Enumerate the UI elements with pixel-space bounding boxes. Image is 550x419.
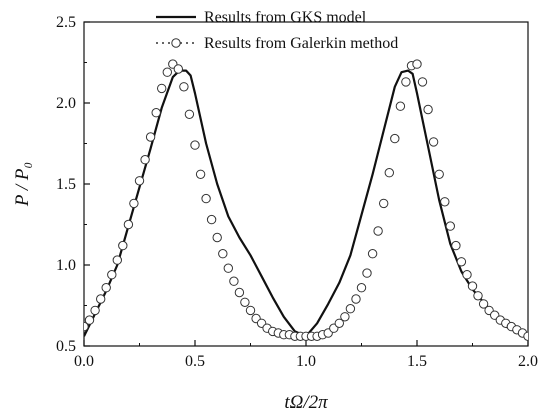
data-point-galerkin	[412, 59, 422, 69]
y-tick-label: 0.5	[56, 338, 76, 355]
data-point-galerkin	[129, 198, 139, 209]
data-point-galerkin	[523, 331, 528, 341]
data-point-galerkin	[356, 283, 367, 293]
data-point-galerkin	[157, 83, 167, 94]
data-point-galerkin	[390, 133, 400, 144]
data-point-galerkin	[201, 193, 211, 204]
series-0	[84, 69, 528, 338]
data-point-galerkin	[401, 77, 411, 87]
data-point-galerkin	[440, 197, 450, 207]
y-tick-label: 1.5	[56, 176, 76, 193]
plot-border	[83, 21, 529, 347]
data-point-galerkin	[190, 140, 200, 150]
data-point-galerkin	[456, 257, 467, 267]
data-point-galerkin	[240, 297, 250, 307]
legend-circle-marker	[171, 38, 181, 48]
x-tick-label: 0.0	[74, 353, 94, 370]
data-point-galerkin	[423, 104, 433, 115]
data-point-galerkin	[428, 137, 439, 147]
x-tick-label: 2.0	[518, 353, 538, 370]
data-point-galerkin	[234, 287, 245, 298]
data-point-galerkin	[340, 312, 350, 322]
data-point-galerkin	[212, 232, 222, 243]
data-point-galerkin	[218, 249, 228, 259]
data-point-galerkin	[184, 109, 195, 120]
legend-label-galerkin: Results from Galerkin method	[204, 35, 398, 52]
y-axis-ticks: 0.5 1.0 1.5 2.0 2.5	[56, 14, 90, 355]
y-tick-label: 1.0	[56, 257, 76, 274]
x-tick-label: 1.0	[296, 353, 316, 370]
data-point-galerkin	[107, 270, 117, 280]
data-point-galerkin	[351, 294, 361, 304]
x-axis-title: tΩ/2π	[284, 392, 328, 413]
data-point-galerkin	[384, 168, 394, 178]
data-point-galerkin	[123, 219, 134, 230]
data-point-galerkin	[173, 64, 184, 74]
data-point-galerkin	[478, 299, 489, 309]
x-axis-ticks: 0.0 0.5 1.0 1.5 2.0	[74, 340, 538, 370]
legend: Results from GKS model Results from Galer…	[156, 9, 398, 52]
data-point-galerkin	[195, 169, 206, 180]
data-point-galerkin	[467, 281, 478, 291]
data-point-galerkin	[101, 283, 111, 293]
y-tick-label: 2.0	[56, 95, 76, 112]
data-point-galerkin	[140, 155, 150, 165]
series-1	[84, 59, 528, 341]
series-line-gks-model	[84, 69, 528, 338]
data-point-galerkin	[362, 268, 372, 278]
data-point-galerkin	[379, 198, 389, 209]
data-point-galerkin	[417, 77, 428, 87]
data-point-galerkin	[134, 176, 145, 186]
data-point-galerkin	[367, 249, 378, 259]
plot-frame	[83, 21, 529, 347]
data-point-galerkin	[96, 294, 106, 304]
data-point-galerkin	[179, 82, 189, 92]
data-point-galerkin	[245, 305, 256, 316]
data-point-galerkin	[345, 304, 356, 314]
data-point-galerkin	[334, 318, 344, 328]
data-point-galerkin	[223, 263, 234, 273]
x-tick-label: 0.5	[185, 353, 205, 370]
data-point-galerkin	[84, 315, 95, 325]
data-point-galerkin	[145, 132, 156, 142]
data-point-galerkin	[162, 67, 173, 77]
y-axis-title: P / P₀	[12, 162, 33, 207]
data-point-galerkin	[395, 101, 406, 111]
data-point-galerkin	[451, 240, 461, 251]
data-point-galerkin	[445, 221, 455, 231]
data-point-galerkin	[151, 108, 161, 118]
data-point-galerkin	[118, 240, 128, 251]
data-point-galerkin	[84, 321, 89, 332]
legend-label-gks-model: Results from GKS model	[204, 9, 367, 26]
data-point-galerkin	[462, 270, 472, 280]
data-point-galerkin	[229, 276, 239, 286]
data-point-galerkin	[90, 305, 100, 316]
data-point-galerkin	[206, 214, 217, 225]
series-layer	[84, 59, 528, 341]
y-tick-label: 2.5	[56, 14, 76, 31]
data-point-galerkin	[112, 255, 123, 265]
data-point-galerkin	[473, 291, 483, 301]
data-point-galerkin	[373, 226, 383, 236]
data-point-galerkin	[434, 169, 444, 180]
x-tick-label: 1.5	[407, 353, 427, 370]
